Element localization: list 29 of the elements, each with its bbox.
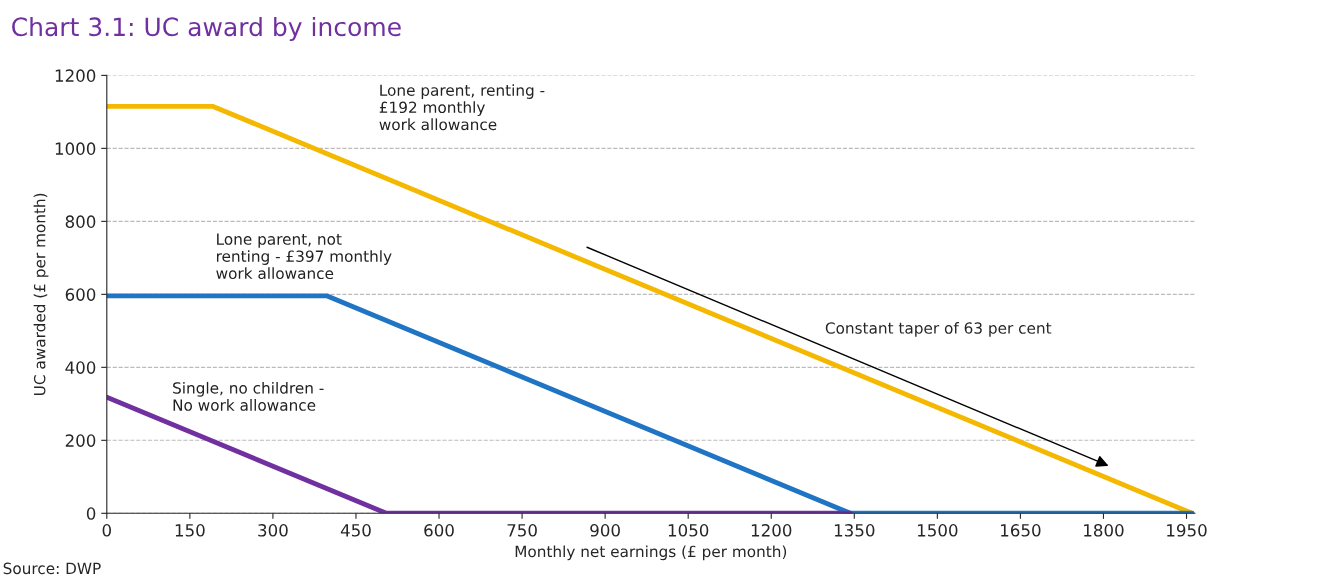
x-tick-label: 1500: [917, 524, 958, 537]
x-tick-label: 0: [102, 524, 111, 537]
x-tick-label: 1050: [668, 524, 709, 537]
x-tick-label: 450: [340, 524, 371, 537]
chart-title: Chart 3.1: UC award by income: [12, 16, 401, 42]
x-tick-label: 1200: [751, 524, 792, 537]
x-tick-label: 1650: [1001, 524, 1041, 537]
y-tick-label: 600: [65, 288, 96, 301]
source-note: Source: DWP: [3, 562, 101, 575]
y-tick-label: 1200: [55, 69, 96, 82]
series-label: Lone parent, not renting - £397 monthly work allowance: [216, 233, 392, 280]
y-tick-label: 800: [65, 215, 96, 228]
x-tick-label: 1800: [1084, 524, 1124, 537]
x-tick-label: 900: [590, 524, 620, 537]
series-label: Single, no children - No work allowance: [173, 381, 324, 411]
x-tick-label: 150: [175, 524, 205, 537]
x-tick-label: 600: [424, 524, 454, 537]
x-tick-label: 1350: [834, 524, 875, 537]
text: Lone parent, renting - £192 monthly work allowance: [379, 84, 545, 131]
annotation: Constant taper of 63 per cent: [825, 321, 1052, 337]
x-tick-label: 750: [507, 524, 537, 537]
y-axis-title: UC awarded (£ per month): [33, 193, 49, 395]
y-tick-label: 400: [65, 361, 96, 374]
x-axis-title: Monthly net earnings (£ per month): [515, 545, 787, 561]
x-tick-label: 300: [258, 524, 288, 537]
x-tick-label: 1950: [1167, 524, 1207, 537]
y-tick-label: 200: [65, 434, 96, 447]
y-tick-label: 1000: [55, 142, 96, 155]
y-tick-label: 0: [86, 507, 96, 520]
